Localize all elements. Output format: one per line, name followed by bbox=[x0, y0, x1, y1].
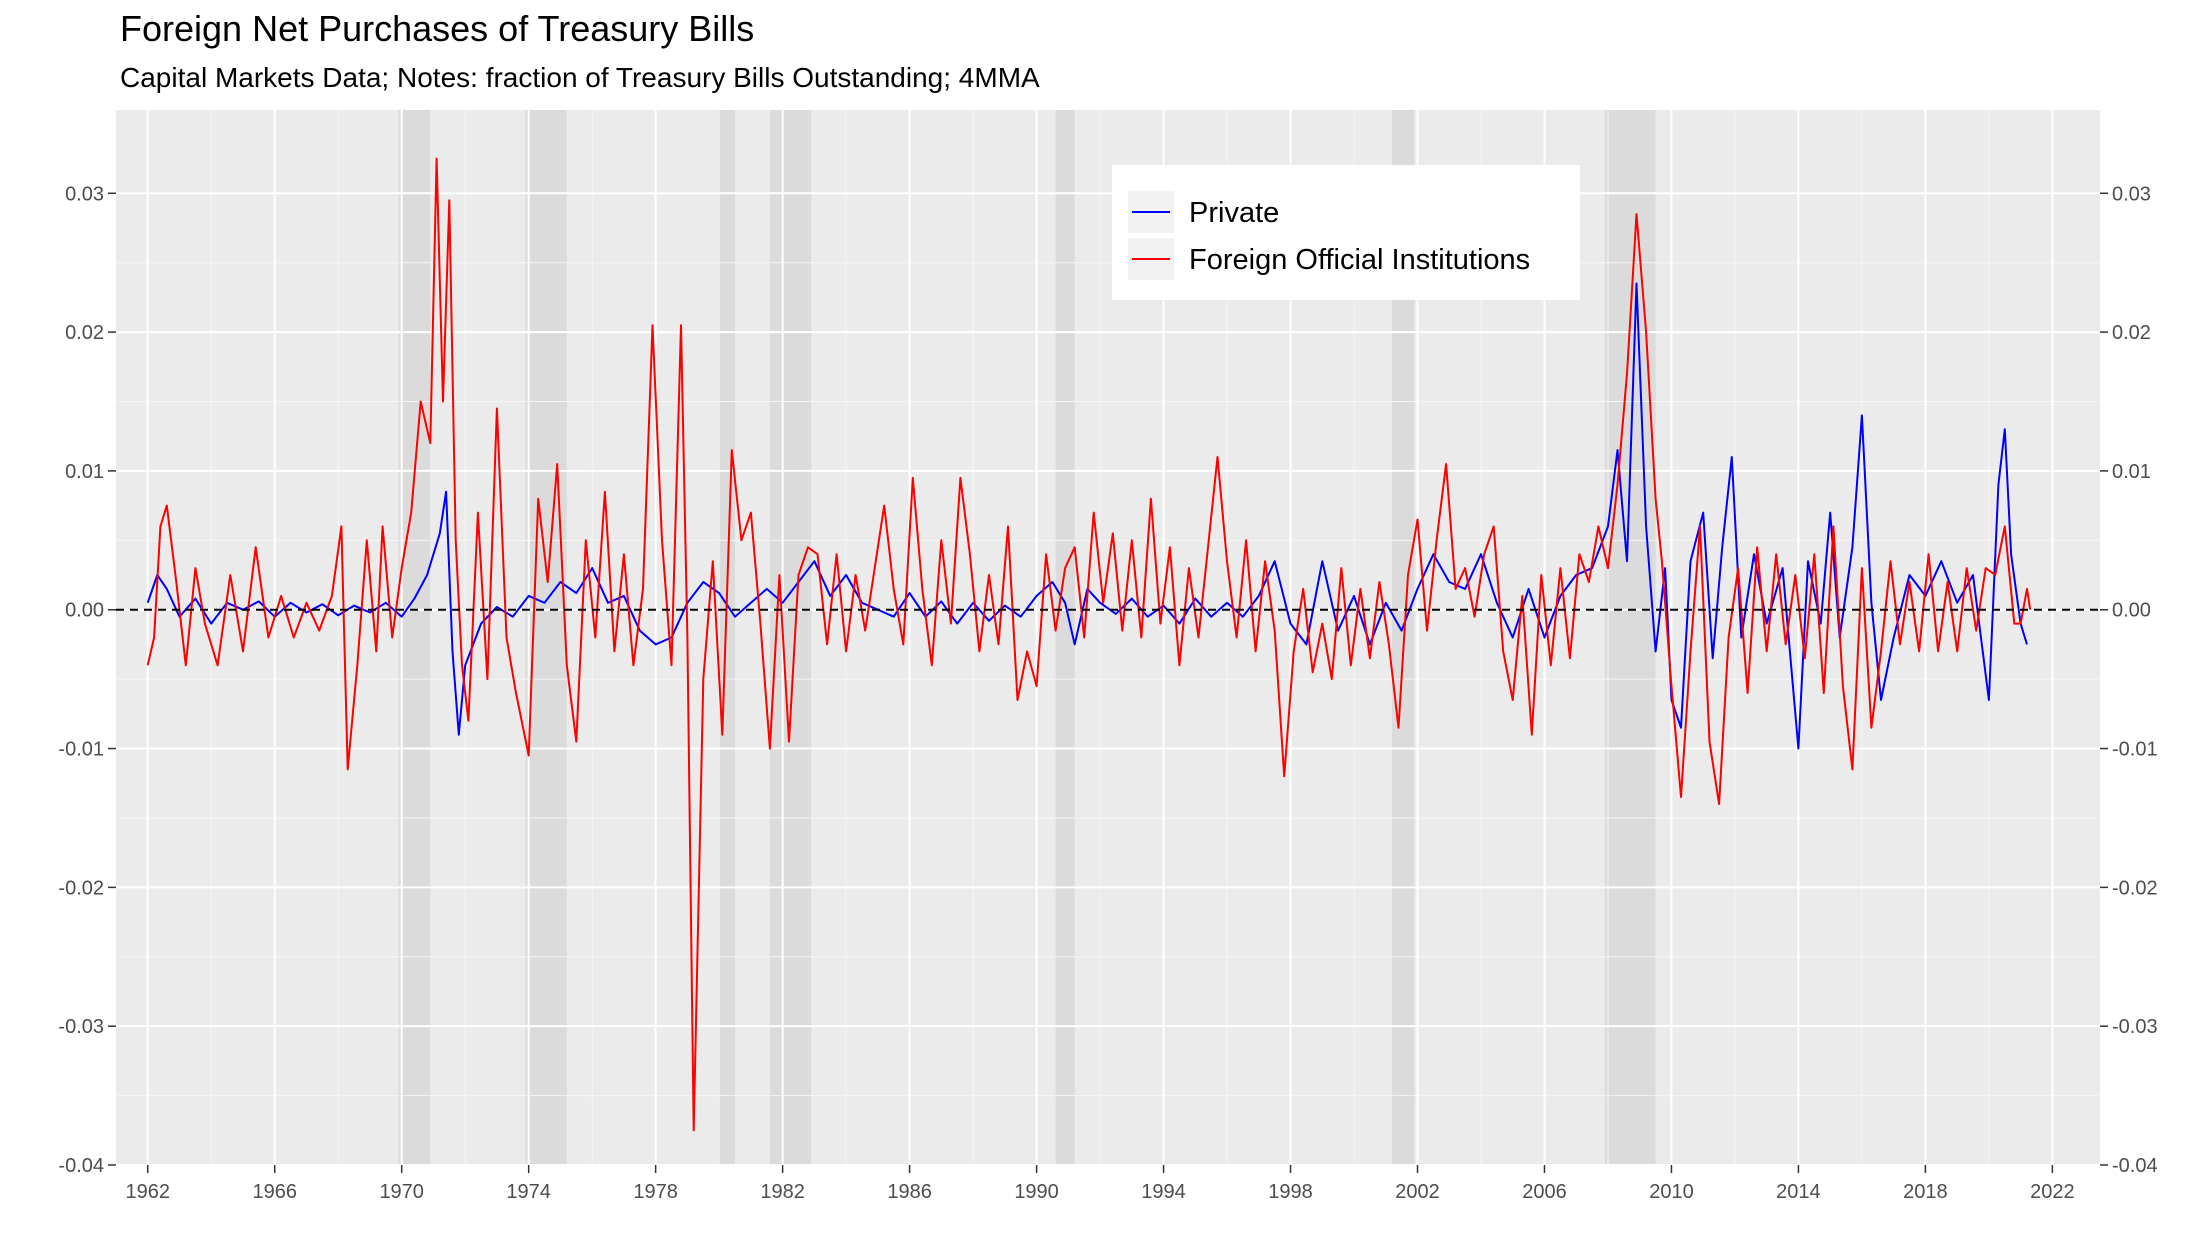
recession-band bbox=[1055, 110, 1075, 1165]
y-tick-label-right: -0.03 bbox=[2112, 1016, 2158, 1038]
x-tick-label: 2002 bbox=[1395, 1181, 1440, 1203]
x-tick-label: 1986 bbox=[887, 1181, 932, 1203]
gridlines bbox=[116, 110, 2100, 1166]
x-tick-label: 1966 bbox=[252, 1181, 297, 1203]
recession-band bbox=[1604, 110, 1656, 1165]
x-tick-label: 2018 bbox=[1903, 1181, 1948, 1203]
y-tick-label-right: -0.04 bbox=[2112, 1155, 2158, 1177]
x-tick-label: 2014 bbox=[1776, 1181, 1821, 1203]
y-tick-label-left: -0.02 bbox=[58, 877, 104, 899]
y-tick-label-right: -0.01 bbox=[2112, 739, 2158, 761]
y-tick-label-left: 0.01 bbox=[65, 461, 104, 483]
series-line bbox=[146, 157, 2032, 1132]
recession-band bbox=[398, 110, 431, 1165]
chart-subtitle: Capital Markets Data; Notes: fraction of… bbox=[120, 62, 1040, 93]
x-tick-label: 2006 bbox=[1522, 1181, 1567, 1203]
recession-band bbox=[525, 110, 567, 1165]
x-tick-label: 2022 bbox=[2030, 1181, 2075, 1203]
series-lines bbox=[146, 157, 2032, 1132]
x-tick-label: 1962 bbox=[125, 1181, 170, 1203]
x-tick-label: 1978 bbox=[633, 1181, 678, 1203]
x-tick-label: 1998 bbox=[1268, 1181, 1313, 1203]
y-tick-label-left: 0.02 bbox=[65, 322, 104, 344]
recession-band bbox=[719, 110, 736, 1165]
x-tick-label: 1994 bbox=[1141, 1181, 1186, 1203]
legend-label: Private bbox=[1189, 197, 1279, 229]
x-tick-label: 1970 bbox=[379, 1181, 424, 1203]
x-tick-label: 2010 bbox=[1649, 1181, 1694, 1203]
x-tick-label: 1990 bbox=[1014, 1181, 1059, 1203]
y-tick-label-right: 0.03 bbox=[2112, 183, 2151, 205]
y-tick-label-right: 0.01 bbox=[2112, 461, 2151, 483]
axes: 1962 1966 1970 1974 1978 1982 1986 1990 1994 1998… bbox=[58, 183, 2157, 1203]
y-tick-label-left: -0.01 bbox=[58, 739, 104, 761]
y-tick-label-left: 0.00 bbox=[65, 600, 104, 622]
legend: Private Foreign Official Institutions bbox=[1112, 165, 1580, 300]
x-tick-label: 1982 bbox=[760, 1181, 805, 1203]
legend-label: Foreign Official Institutions bbox=[1189, 244, 1530, 276]
y-tick-label-left: -0.04 bbox=[58, 1155, 104, 1177]
x-tick-label: 1974 bbox=[506, 1181, 551, 1203]
legend-box bbox=[1112, 165, 1580, 300]
y-tick-label-right: 0.00 bbox=[2112, 600, 2151, 622]
y-tick-label-left: -0.03 bbox=[58, 1016, 104, 1038]
y-tick-label-right: 0.02 bbox=[2112, 322, 2151, 344]
y-tick-label-right: -0.02 bbox=[2112, 877, 2158, 899]
y-tick-label-left: 0.03 bbox=[65, 183, 104, 205]
chart-title: Foreign Net Purchases of Treasury Bills bbox=[120, 8, 755, 49]
